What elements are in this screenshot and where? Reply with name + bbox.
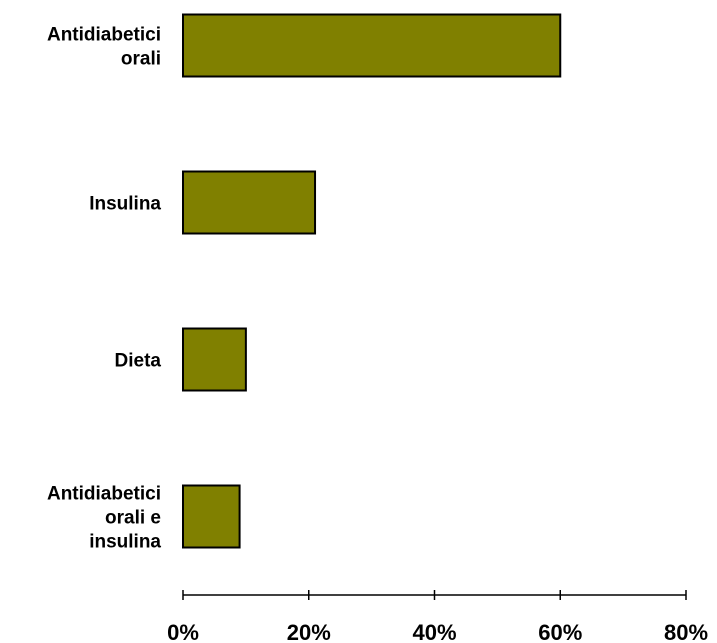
category-label-3: Antidiabetici orali e insulina: [47, 484, 161, 553]
x-tick-label-2: 40%: [412, 620, 456, 643]
bar-3: [182, 484, 241, 549]
bar-0: [182, 13, 562, 78]
x-tick-label-0: 0%: [167, 620, 199, 643]
x-tick-label-3: 60%: [538, 620, 582, 643]
category-labels: Antidiabetici orali Insulina Dieta Antidiabe…: [47, 25, 161, 553]
category-label-1: Insulina: [89, 194, 161, 215]
category-label-2: Dieta: [115, 351, 162, 372]
bars-group: [182, 13, 562, 549]
category-label-0: Antidiabetici orali: [47, 25, 161, 70]
x-axis: 0% 20% 40% 60% 80%: [167, 590, 708, 643]
bar-2: [182, 327, 247, 392]
x-tick-label-4: 80%: [664, 620, 708, 643]
x-tick-label-1: 20%: [287, 620, 331, 643]
bar-1: [182, 170, 317, 235]
